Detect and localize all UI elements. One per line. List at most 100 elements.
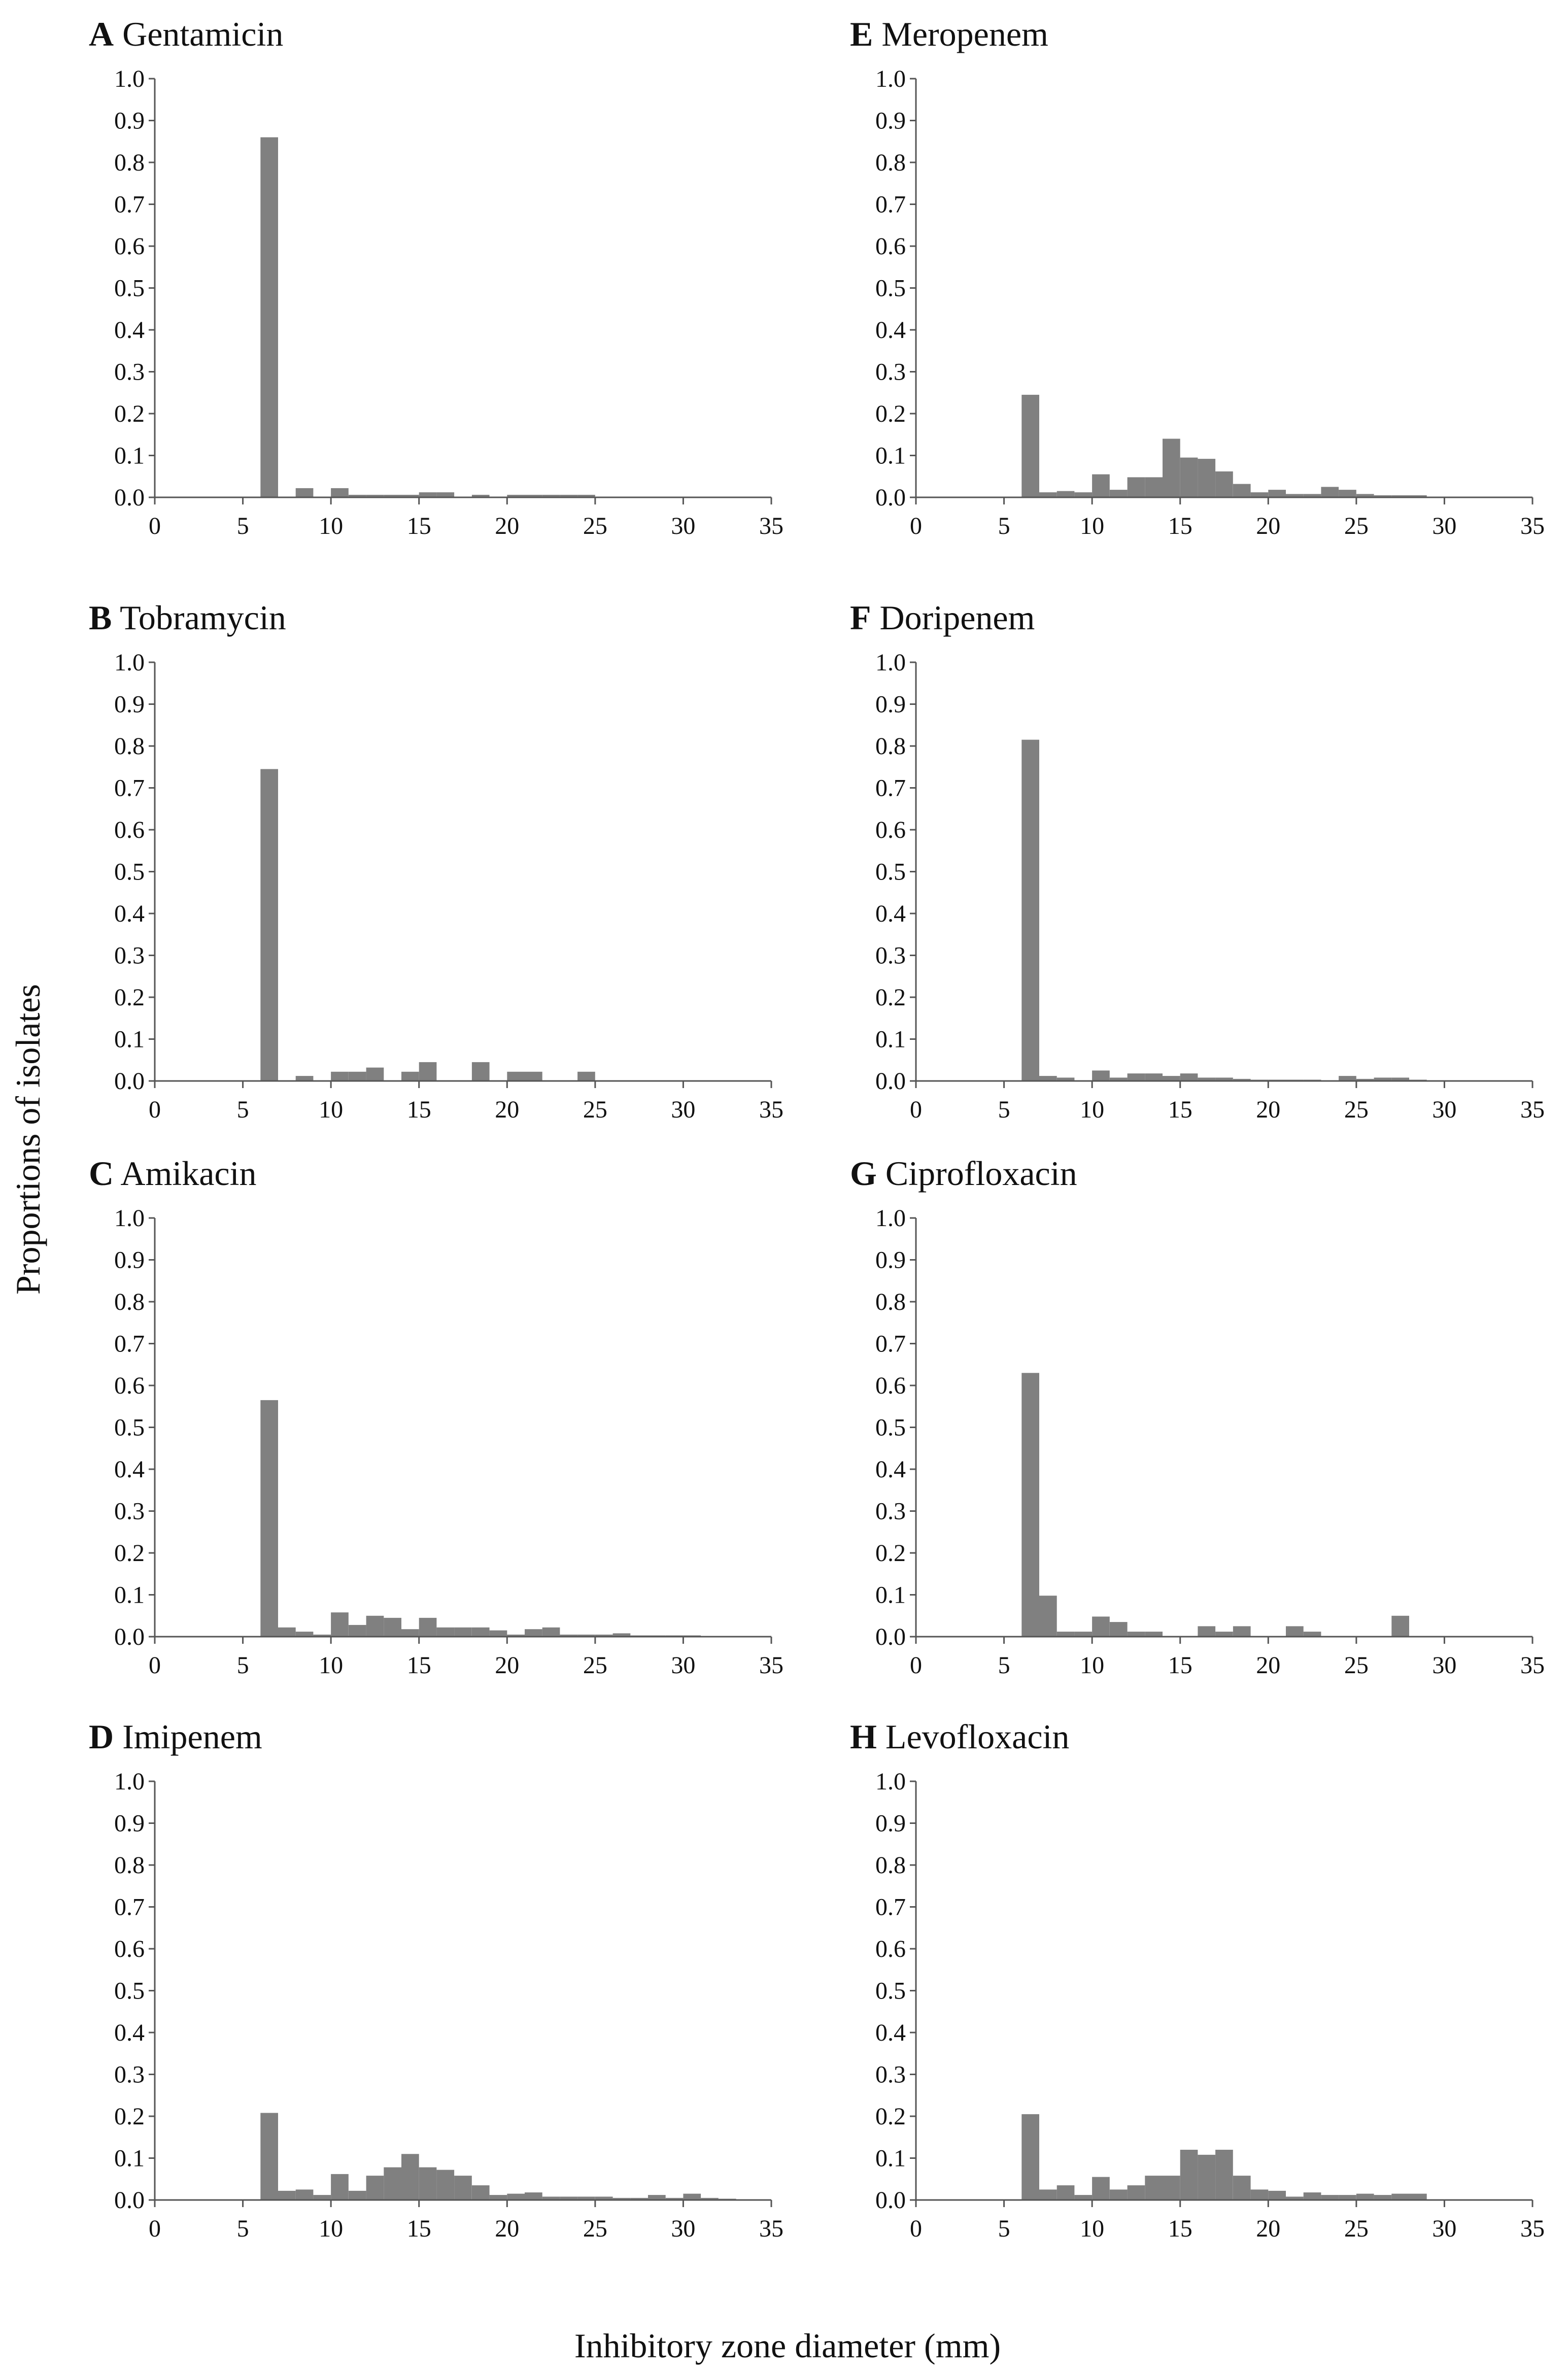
histogram-bar: [595, 2196, 613, 2200]
y-tick-label: 0.7: [875, 1331, 906, 1358]
histogram-bar: [1321, 2195, 1339, 2200]
histogram-bar: [295, 1632, 314, 1637]
histogram-bar: [260, 2113, 278, 2200]
histogram-bar: [1391, 2193, 1409, 2200]
histogram-bar: [1145, 1073, 1163, 1081]
histogram-bar: [1374, 2195, 1392, 2200]
y-tick-label: 0.1: [114, 1026, 145, 1053]
y-tick-label: 0.5: [875, 1978, 906, 2005]
y-tick-label: 0.5: [875, 859, 906, 886]
histogram-bar: [1127, 2185, 1145, 2200]
histogram-bar: [436, 492, 455, 497]
x-tick-label: 20: [1256, 1652, 1280, 1679]
y-tick-label: 0.7: [114, 775, 145, 802]
histogram-bar: [1374, 495, 1392, 497]
histogram-bar: [436, 2170, 455, 2200]
x-tick-label: 0: [149, 2215, 161, 2242]
panel-antibiotic: Meropenem: [873, 15, 1048, 53]
x-tick-label: 20: [1256, 1096, 1280, 1123]
panel-ciprofloxacin: G Ciprofloxacin 0.0 0.1 0.2 0.3 0.4 0.5 0.6 0.7 0…: [850, 1154, 1545, 1679]
histogram-bar: [1127, 477, 1145, 497]
panel-title: F Doripenem: [850, 598, 1035, 637]
y-tick-label: 0.0: [114, 2187, 145, 2214]
x-tick-label: 5: [237, 2215, 249, 2242]
y-tick-label: 0.9: [875, 108, 906, 134]
histogram-bar: [471, 1627, 490, 1637]
panel-title: D Imipenem: [89, 1717, 262, 1756]
y-tick-label: 0.2: [875, 400, 906, 427]
histogram-bar: [419, 492, 437, 497]
y-tick-label: 1.0: [875, 649, 906, 676]
y-tick-label: 0.2: [875, 2103, 906, 2130]
histogram-bar: [1163, 1076, 1180, 1081]
histogram-bar: [489, 1630, 507, 1637]
histogram-bar: [560, 495, 578, 497]
y-tick-label: 0.4: [114, 1456, 145, 1483]
y-tick-label: 0.8: [114, 733, 145, 760]
histogram-bar: [366, 1615, 384, 1637]
y-tick-label: 0.1: [875, 1026, 906, 1053]
histogram-bar: [295, 488, 314, 497]
y-tick-label: 0.8: [114, 1289, 145, 1315]
panel-doripenem: F Doripenem 0.0 0.1 0.2 0.3 0.4 0.5 0.6 0.7 0.8 0.…: [850, 598, 1545, 1123]
x-tick-label: 20: [495, 1096, 519, 1123]
histogram-bar: [1074, 492, 1093, 497]
histogram-bar: [1356, 1078, 1374, 1081]
histogram-bar: [278, 1627, 296, 1637]
histogram-bar: [1215, 2150, 1233, 2200]
panel-levofloxacin: H Levofloxacin 0.0 0.1 0.2 0.3 0.4 0.5 0.6 0.7 0.…: [850, 1717, 1545, 2242]
panel-letter: D: [89, 1717, 114, 1756]
y-tick-label: 0.9: [875, 1247, 906, 1274]
histogram-bar: [1056, 1632, 1075, 1637]
histogram-bar: [542, 1627, 560, 1637]
x-tick-label: 5: [998, 513, 1010, 539]
histogram-bar: [1233, 1078, 1251, 1081]
histogram-bar: [612, 2197, 631, 2200]
y-tick-label: 0.8: [114, 149, 145, 176]
histogram-bar: [401, 2154, 419, 2200]
x-axis-label: Inhibitory zone diameter (mm): [574, 2326, 1001, 2365]
y-tick-label: 1.0: [114, 65, 145, 92]
x-tick-label: 30: [671, 1096, 695, 1123]
histogram-bar: [401, 1071, 419, 1081]
histogram-bar: [1039, 1076, 1057, 1081]
histogram-bar: [454, 2176, 472, 2200]
x-tick-label: 35: [1520, 513, 1545, 539]
histogram-bar: [348, 2190, 366, 2200]
y-tick-label: 0.7: [875, 775, 906, 802]
y-tick-label: 0.1: [114, 443, 145, 469]
x-tick-label: 20: [495, 2215, 519, 2242]
panel-antibiotic: Tobramycin: [112, 598, 286, 637]
histogram-bar: [525, 1629, 542, 1637]
histogram-bar: [1021, 1373, 1039, 1637]
y-tick-label: 0.0: [114, 1623, 145, 1650]
histogram-bar: [1233, 2176, 1251, 2200]
histogram-bar: [366, 1067, 384, 1081]
y-tick-label: 0.1: [114, 2145, 145, 2172]
y-tick-label: 0.0: [875, 1623, 906, 1650]
histogram-bar: [489, 2195, 507, 2200]
histogram-bar: [1092, 2177, 1110, 2200]
x-tick-label: 0: [910, 1096, 922, 1123]
y-tick-label: 0.6: [875, 817, 906, 843]
histogram-bar: [1127, 1073, 1145, 1081]
y-tick-label: 0.2: [114, 2103, 145, 2130]
panel-title: B Tobramycin: [89, 598, 286, 637]
histogram-bar: [384, 2167, 401, 2200]
histogram-bar: [665, 2197, 684, 2200]
histogram-bar: [260, 1400, 278, 1637]
x-tick-label: 10: [1080, 2215, 1104, 2242]
histogram-bar: [1356, 494, 1374, 497]
panel-title: G Ciprofloxacin: [850, 1154, 1077, 1193]
x-tick-label: 15: [1168, 1652, 1192, 1679]
histogram-bar: [1056, 491, 1075, 497]
histogram-bar: [1391, 495, 1409, 497]
y-tick-label: 0.4: [114, 900, 145, 927]
x-tick-label: 20: [495, 1652, 519, 1679]
histogram-bar: [542, 495, 560, 497]
x-tick-label: 5: [998, 1652, 1010, 1679]
histogram-bar: [701, 2197, 719, 2200]
y-tick-label: 0.0: [114, 484, 145, 511]
y-tick-label: 0.6: [875, 1372, 906, 1399]
